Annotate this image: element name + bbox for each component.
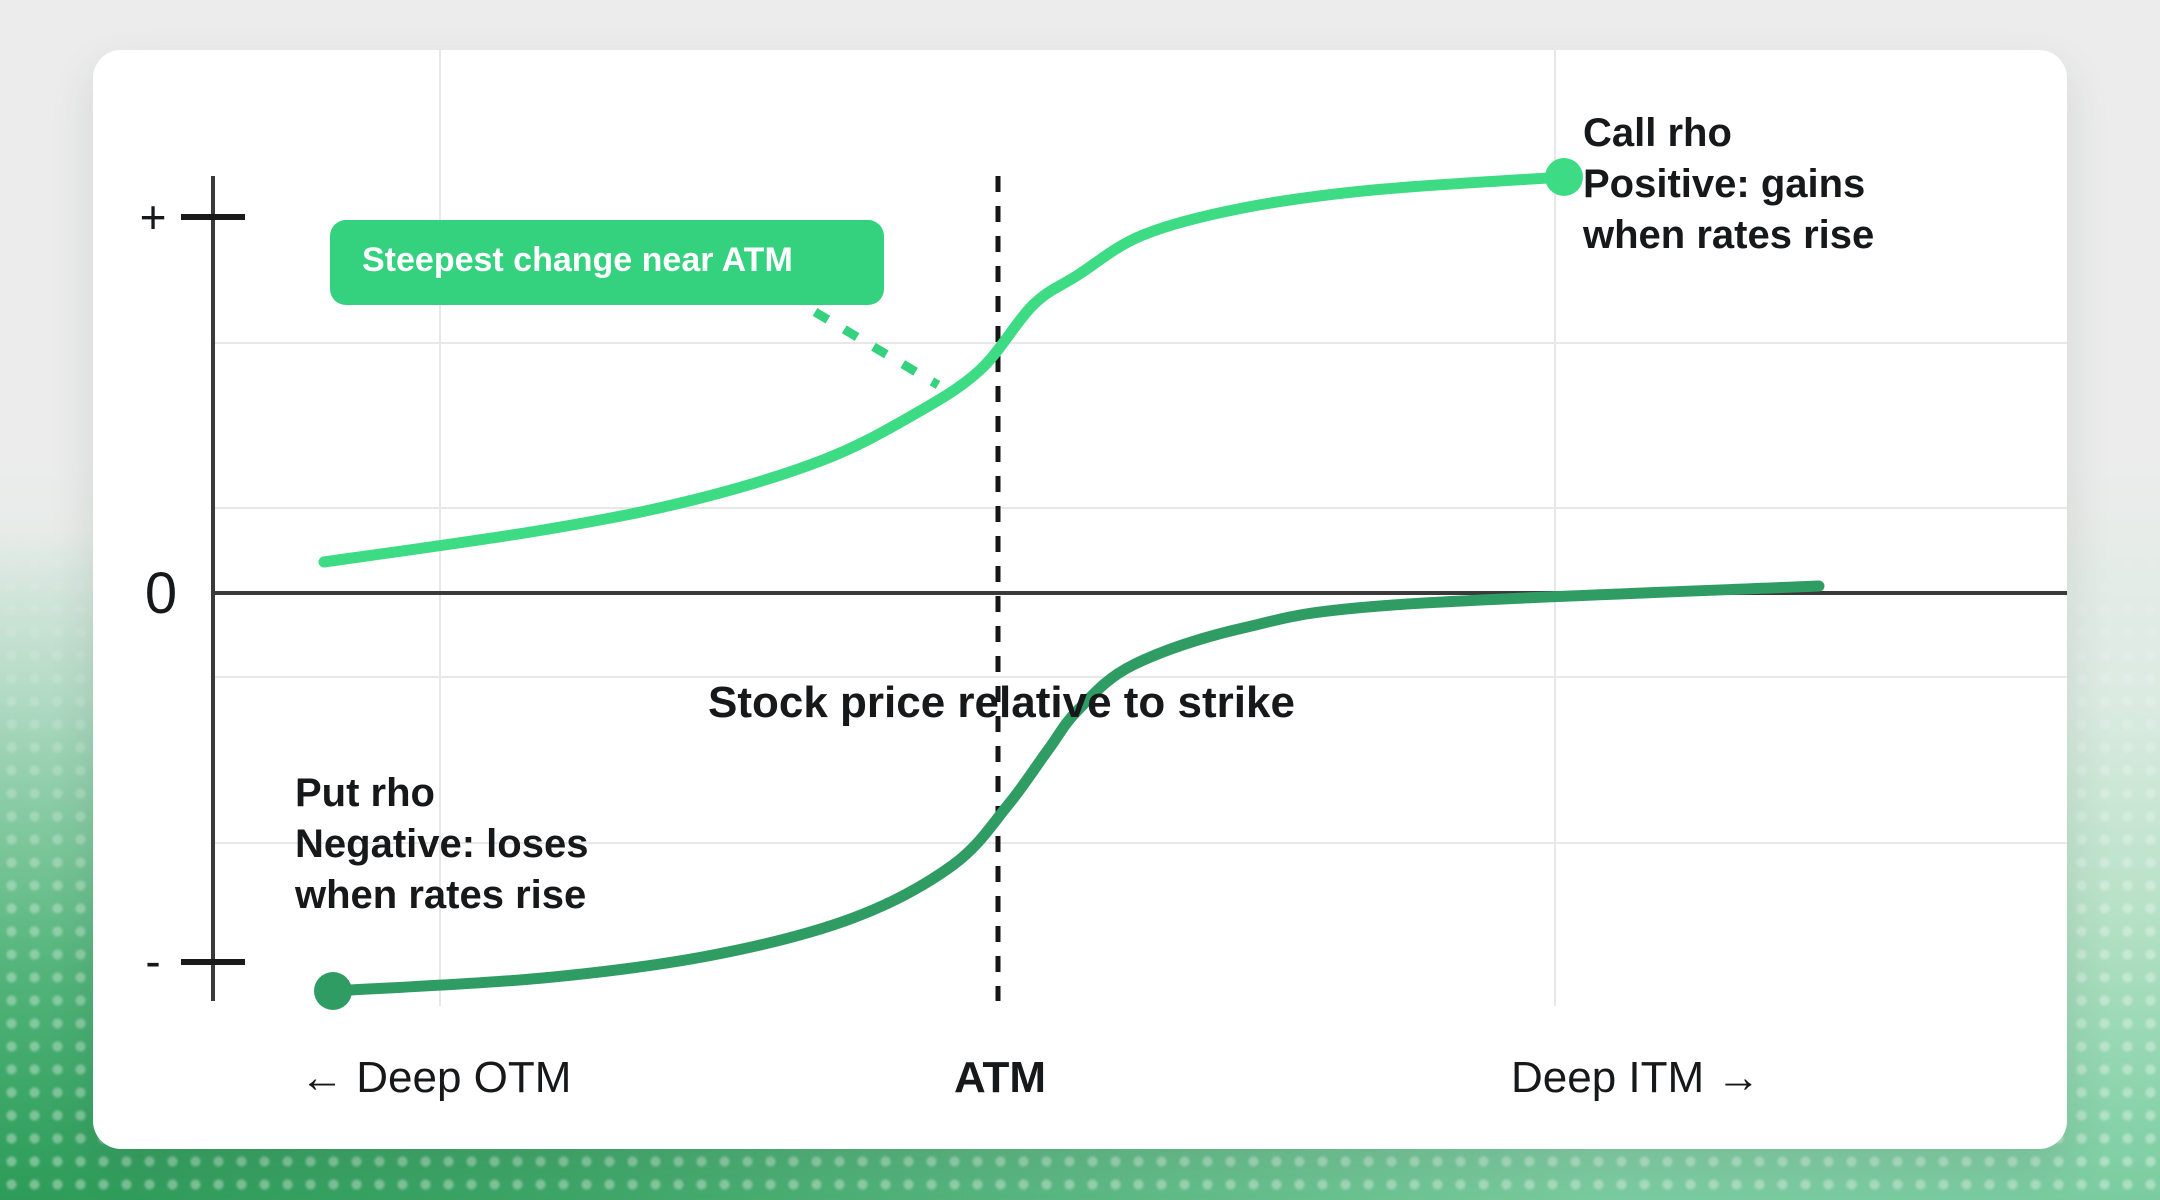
svg-text:0: 0 xyxy=(145,561,177,626)
svg-text:Steepest change near ATM: Steepest change near ATM xyxy=(362,241,793,279)
svg-text:+: + xyxy=(140,191,167,243)
svg-text:-: - xyxy=(145,935,160,987)
